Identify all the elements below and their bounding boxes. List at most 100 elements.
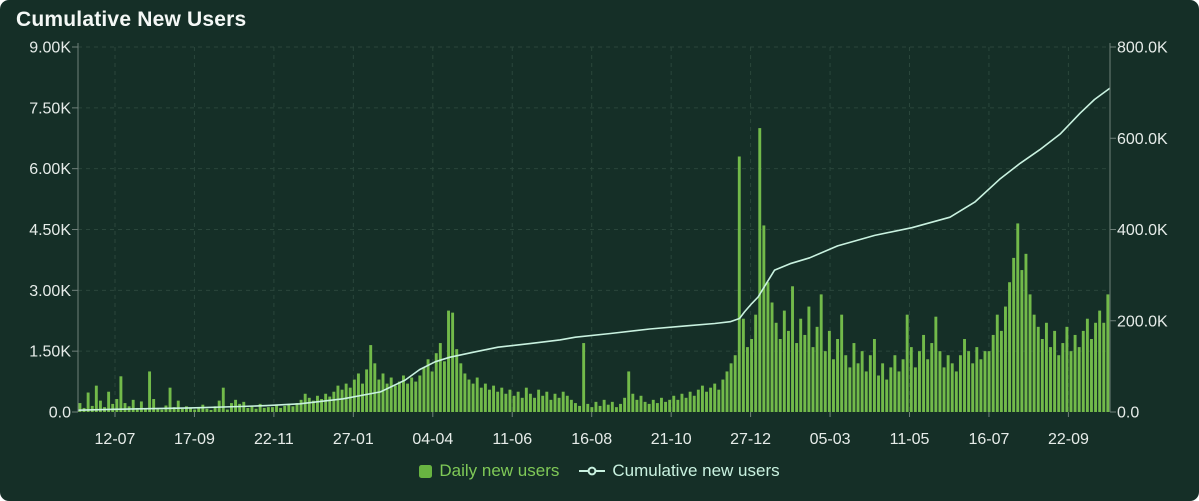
daily-bar bbox=[406, 383, 410, 412]
daily-bar bbox=[750, 339, 754, 412]
daily-bar bbox=[569, 399, 573, 412]
x-axis-tick-label: 22-09 bbox=[1048, 431, 1089, 448]
daily-bar bbox=[225, 409, 229, 412]
daily-bar bbox=[938, 351, 942, 412]
legend-label-daily: Daily new users bbox=[439, 461, 560, 480]
daily-bar bbox=[627, 371, 631, 412]
daily-bar bbox=[455, 349, 459, 412]
daily-bar bbox=[422, 367, 426, 412]
daily-bar bbox=[705, 391, 708, 412]
daily-bar bbox=[1053, 330, 1057, 412]
daily-bar bbox=[504, 393, 508, 412]
daily-bar bbox=[340, 389, 344, 412]
x-axis-tick-label: 17-09 bbox=[174, 431, 215, 448]
daily-bar bbox=[897, 371, 901, 412]
daily-bar bbox=[918, 351, 921, 412]
daily-bar bbox=[451, 312, 455, 412]
daily-bar bbox=[279, 407, 283, 412]
x-axis-tick-label: 27-01 bbox=[333, 431, 374, 448]
daily-bar bbox=[647, 403, 651, 412]
daily-bar bbox=[189, 407, 192, 412]
daily-bar bbox=[971, 363, 975, 412]
daily-bar bbox=[610, 401, 614, 412]
daily-bar bbox=[991, 334, 995, 412]
daily-bar bbox=[475, 377, 479, 412]
daily-bar bbox=[508, 389, 512, 412]
daily-bar bbox=[688, 391, 692, 412]
daily-bar bbox=[385, 383, 389, 412]
daily-bar bbox=[799, 318, 803, 412]
daily-bar bbox=[524, 387, 528, 412]
daily-bar bbox=[762, 225, 766, 412]
daily-bar bbox=[958, 355, 962, 412]
x-axis-tick-label: 12-07 bbox=[95, 431, 136, 448]
daily-bar bbox=[827, 330, 831, 412]
daily-bar bbox=[1106, 294, 1110, 412]
daily-bar bbox=[791, 286, 794, 412]
daily-bar bbox=[889, 367, 893, 412]
daily-bar bbox=[684, 397, 688, 412]
daily-bar bbox=[717, 389, 721, 412]
daily-bar bbox=[1028, 294, 1032, 412]
daily-bar bbox=[258, 403, 262, 412]
legend-item-cumulative-new-users[interactable]: Cumulative new users bbox=[579, 461, 780, 481]
daily-bar bbox=[479, 387, 483, 412]
daily-bar bbox=[152, 399, 156, 412]
daily-bar bbox=[668, 399, 672, 412]
daily-bar bbox=[438, 343, 442, 412]
daily-bar bbox=[901, 359, 905, 412]
daily-bar bbox=[1036, 326, 1040, 412]
daily-bar bbox=[1024, 253, 1028, 412]
daily-bar bbox=[205, 408, 209, 412]
daily-bar bbox=[328, 396, 332, 412]
daily-bar bbox=[168, 387, 172, 412]
daily-bar bbox=[148, 371, 152, 412]
chart-legend: Daily new users Cumulative new users bbox=[0, 461, 1199, 481]
daily-bar bbox=[283, 405, 287, 412]
x-axis-tick-label: 04-04 bbox=[412, 431, 453, 448]
daily-bar bbox=[377, 379, 381, 412]
daily-bar bbox=[741, 318, 745, 412]
daily-bar bbox=[361, 383, 364, 412]
grid-lines bbox=[78, 46, 1110, 412]
daily-bar bbox=[352, 379, 356, 412]
daily-bar bbox=[987, 351, 991, 412]
left-axis-tick-label: 9.00K bbox=[29, 40, 71, 57]
daily-bar bbox=[520, 397, 524, 412]
legend-item-daily-new-users[interactable]: Daily new users bbox=[419, 461, 559, 481]
daily-bar bbox=[459, 363, 463, 412]
daily-bar bbox=[488, 389, 491, 412]
right-axis-tick-label: 400.0K bbox=[1117, 222, 1168, 239]
daily-bar bbox=[1073, 334, 1077, 412]
daily-bar bbox=[676, 399, 680, 412]
daily-bar bbox=[651, 399, 655, 412]
daily-bar bbox=[1090, 339, 1093, 412]
daily-bar bbox=[447, 310, 450, 412]
daily-bar bbox=[815, 326, 819, 412]
chart-title: Cumulative New Users bbox=[16, 8, 247, 31]
daily-bar bbox=[98, 400, 102, 412]
daily-bar bbox=[270, 407, 274, 412]
daily-bar bbox=[483, 383, 487, 412]
daily-bar bbox=[590, 407, 594, 412]
daily-bar bbox=[139, 401, 143, 412]
daily-bar bbox=[606, 404, 610, 412]
daily-bar bbox=[746, 347, 749, 412]
daily-bar bbox=[528, 393, 532, 412]
daily-bar bbox=[1020, 270, 1024, 412]
daily-bar bbox=[602, 399, 606, 412]
daily-bar bbox=[660, 397, 663, 412]
left-axis-tick-label: 3.00K bbox=[29, 283, 71, 300]
daily-bar bbox=[795, 343, 799, 412]
daily-bar bbox=[774, 322, 778, 412]
bars-daily-new-users bbox=[78, 128, 1110, 413]
daily-bar bbox=[209, 409, 213, 412]
daily-bar bbox=[197, 407, 201, 412]
daily-bar bbox=[844, 355, 848, 412]
daily-bar bbox=[90, 405, 94, 412]
daily-bar bbox=[848, 367, 852, 412]
daily-bar bbox=[172, 407, 176, 412]
daily-bar bbox=[311, 400, 315, 412]
